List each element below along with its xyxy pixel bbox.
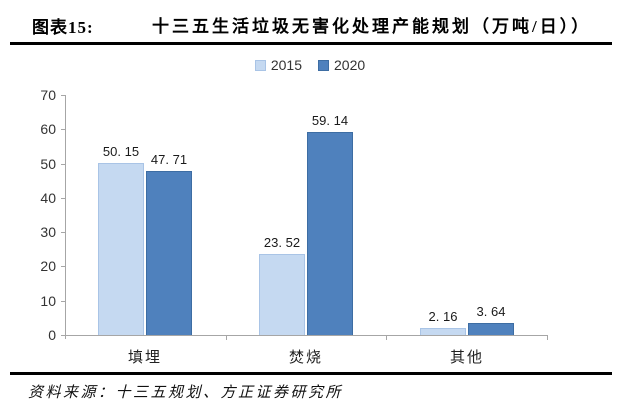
- y-axis-tick-label: 50: [40, 156, 56, 172]
- top-divider-rule: [10, 42, 612, 45]
- y-axis-tick: [61, 301, 65, 302]
- bar-value-label: 3. 64: [476, 304, 506, 319]
- bar-2015: [259, 254, 305, 335]
- legend-swatch-icon: [318, 59, 329, 71]
- y-axis-tick: [61, 95, 65, 96]
- y-axis-tick-label: 0: [48, 327, 56, 343]
- legend-item-2015: 2015: [254, 57, 302, 73]
- bar-2015: [420, 328, 466, 335]
- y-axis-tick-label: 40: [40, 190, 56, 206]
- bar-2015: [98, 163, 144, 335]
- x-axis-tick: [386, 336, 387, 340]
- bar-2020: [468, 323, 514, 335]
- bar-value-label: 47. 71: [150, 152, 188, 167]
- y-axis-tick-label: 10: [40, 293, 56, 309]
- bar-value-label: 2. 16: [428, 309, 458, 324]
- figure-title: 十三五生活垃圾无害化处理产能规划（万吨/日））: [152, 17, 592, 36]
- category-label: 其他: [449, 350, 484, 366]
- category-label: 焚烧: [288, 350, 323, 366]
- y-axis-tick-label: 20: [40, 258, 56, 274]
- y-axis-tick: [61, 266, 65, 267]
- y-axis-line: [65, 95, 66, 339]
- source-text: 资料来源：十三五规划、方正证券研究所: [28, 385, 344, 401]
- bar-value-label: 23. 52: [263, 235, 301, 250]
- category-label: 填埋: [127, 350, 162, 366]
- chart-legend: 2015 2020: [0, 57, 620, 73]
- y-axis-tick: [61, 129, 65, 130]
- legend-label: 2020: [334, 57, 366, 73]
- y-axis-tick-label: 30: [40, 224, 56, 240]
- y-axis-tick: [61, 232, 65, 233]
- bar-2020: [146, 171, 192, 335]
- legend-swatch-icon: [254, 59, 266, 71]
- y-axis-tick: [61, 335, 65, 336]
- bar-value-label: 50. 15: [102, 144, 140, 159]
- x-axis-tick: [226, 336, 227, 340]
- y-axis-tick: [61, 164, 65, 165]
- y-axis-tick-label: 60: [40, 121, 56, 137]
- bar-value-label: 59. 14: [311, 113, 349, 128]
- legend-item-2020: 2020: [318, 57, 365, 73]
- y-axis-tick-label: 70: [40, 87, 56, 103]
- figure-label: 图表15:: [32, 18, 94, 37]
- bar-2020: [307, 132, 353, 335]
- y-axis-tick: [61, 198, 65, 199]
- legend-label: 2015: [270, 57, 302, 73]
- x-axis-tick: [547, 336, 548, 340]
- x-axis-line: [65, 335, 548, 336]
- bottom-divider-rule: [10, 372, 612, 375]
